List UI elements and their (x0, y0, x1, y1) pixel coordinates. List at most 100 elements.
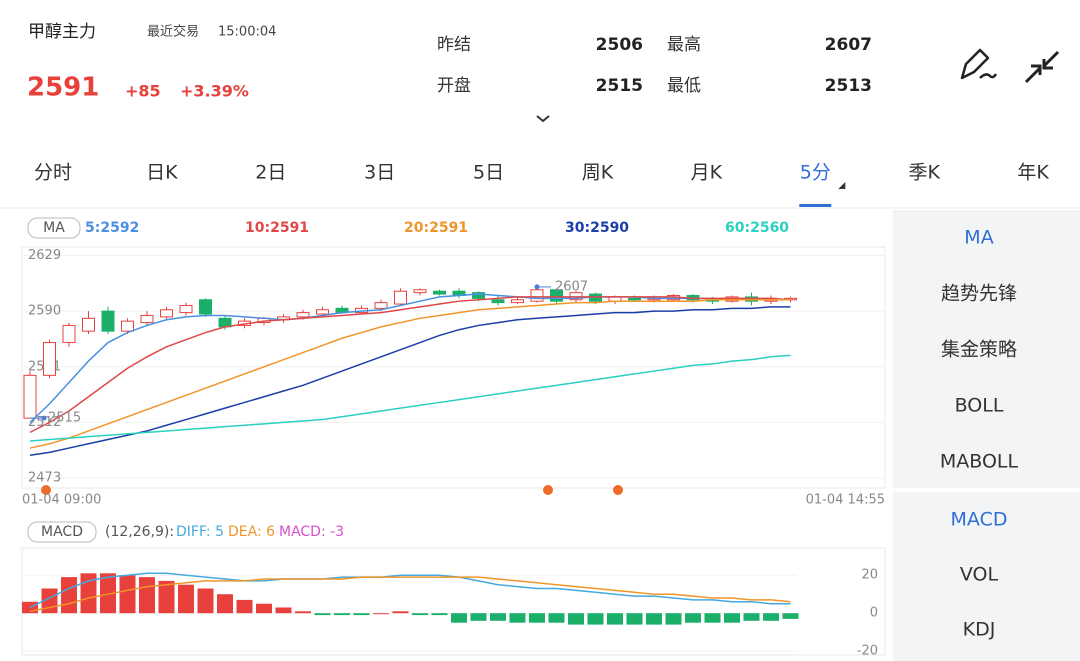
candle-body (199, 299, 212, 315)
indicator-item[interactable]: MA (964, 227, 993, 249)
macd-bar (431, 613, 448, 616)
ma-legend: 60:2560 (725, 220, 789, 236)
macd-bar (61, 577, 77, 614)
ma-line (29, 354, 791, 442)
macd-bar (782, 613, 799, 619)
period-tab[interactable]: 周K (582, 162, 614, 184)
macd-bar (295, 611, 311, 614)
contract-name: 甲醇主力 (28, 22, 96, 42)
ma-line (29, 299, 791, 449)
legend-box-label: MACD (41, 524, 83, 540)
candle-body (374, 302, 388, 309)
macd-bar (490, 613, 506, 621)
candle-body (101, 310, 115, 332)
stat-label: 开盘 (437, 76, 471, 96)
collapse-icon[interactable] (1024, 50, 1060, 84)
last-price: 2591 (27, 73, 99, 103)
indicator-item[interactable]: VOL (960, 564, 999, 586)
last-trade-time: 15:00:04 (218, 25, 276, 40)
macd-bar (392, 611, 409, 614)
indicator-item[interactable]: BOLL (955, 395, 1004, 417)
macd-bar (236, 599, 253, 614)
candle-body (530, 289, 544, 302)
ma-line (29, 293, 791, 423)
indicator-item[interactable]: MACD (951, 509, 1008, 531)
macd-bar (139, 577, 155, 614)
macd-bar (119, 575, 136, 614)
candle-body (23, 374, 37, 419)
macd-bar (587, 613, 604, 625)
macd-bar (704, 613, 721, 623)
candle-body (121, 320, 134, 332)
macd-bar (80, 573, 97, 614)
candle-body (140, 314, 154, 324)
tab-dropdown (838, 182, 846, 189)
candle-body (296, 312, 310, 318)
stat-label: 昨结 (437, 35, 471, 55)
macd-bar (568, 613, 584, 625)
kline-frame (21, 246, 886, 489)
macd-bar (470, 613, 487, 621)
x-label: 01-04 14:55 (806, 493, 885, 508)
y2-tick-label: -20 (857, 644, 878, 659)
macd-legend: MACD: -3 (279, 524, 344, 540)
candle-body (413, 289, 427, 294)
indicator-item[interactable]: KDJ (963, 619, 996, 641)
period-tab[interactable]: 月K (691, 162, 723, 184)
candle-body (628, 297, 641, 301)
event-marker[interactable] (41, 485, 51, 495)
y2-tick-label: 20 (861, 568, 878, 583)
stat-value: 2506 (596, 35, 643, 55)
period-tab[interactable]: 季K (908, 162, 940, 184)
macd-bar (275, 607, 292, 614)
y-tick-label: 2590 (28, 304, 61, 319)
period-tab[interactable]: 日K (146, 162, 178, 184)
period-tab[interactable]: 5日 (473, 162, 504, 184)
ma-line (29, 296, 791, 434)
dea-line (29, 576, 791, 613)
macd-legend: DIFF: 5 (176, 524, 224, 540)
indicator-item[interactable]: 趋势先锋 (941, 283, 1017, 305)
macd-bar (743, 613, 760, 621)
y2-tick-label: 0 (870, 606, 878, 621)
ma-legend: 20:2591 (404, 220, 468, 236)
macd-bar (646, 613, 662, 625)
event-marker[interactable] (543, 485, 553, 495)
expand-chevron[interactable] (536, 115, 550, 123)
ma-line (29, 306, 791, 456)
macd-bar (451, 613, 467, 623)
legend-box (27, 217, 81, 239)
draw-icon[interactable] (960, 48, 998, 80)
macd-bar (529, 613, 545, 623)
indicator-item[interactable]: MABOLL (940, 451, 1019, 473)
candle-body (491, 299, 505, 304)
event-marker[interactable] (613, 485, 623, 495)
candle-body (62, 324, 76, 344)
period-tab[interactable]: 2日 (255, 162, 286, 184)
candle-body (160, 309, 173, 318)
period-tab[interactable]: 年K (1017, 162, 1049, 184)
macd-bar (626, 613, 643, 625)
macd-bar (373, 613, 389, 615)
candle-body (43, 342, 56, 376)
candle-body (472, 292, 485, 299)
y-tick-label: 2512 (28, 415, 61, 430)
macd-bar (412, 613, 428, 616)
indicator-menu-bottom (893, 492, 1080, 661)
macd-bar (158, 580, 175, 614)
stat-value: 2513 (825, 76, 872, 96)
candle-body (82, 317, 95, 332)
period-tab[interactable]: 3日 (364, 162, 395, 184)
indicator-item[interactable]: 集金策略 (941, 339, 1017, 361)
macd-bar (685, 613, 701, 623)
indicator-menu-top (893, 210, 1080, 488)
price-change: +85 (125, 82, 161, 101)
stat-value: 2607 (825, 35, 872, 55)
candle-body (394, 290, 407, 305)
legend-box (27, 521, 97, 543)
period-tab[interactable]: 5分 (800, 162, 831, 184)
candle-body (550, 289, 563, 302)
stat-label: 最高 (667, 35, 701, 55)
period-tab[interactable]: 分时 (34, 162, 72, 184)
